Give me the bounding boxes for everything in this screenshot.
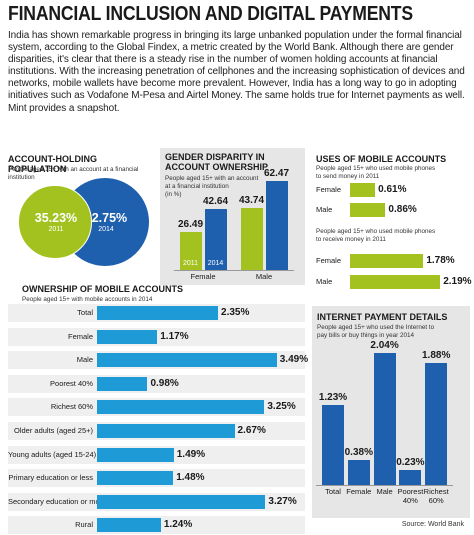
bar-value-label: 62.47 (263, 167, 290, 179)
bar (97, 376, 148, 391)
bubble-category: 2011 (48, 225, 64, 233)
category-label: Female (316, 256, 342, 265)
bar (265, 180, 288, 270)
category-label: Female (67, 331, 93, 341)
legend-label: 2014 (207, 259, 224, 267)
bar-value-label: 1.24% (163, 519, 193, 531)
bar-value-label: 0.98% (150, 377, 179, 389)
chart-subtitle: People aged 15+ who used the Internet to… (317, 324, 435, 339)
bar-value-label: 0.38% (344, 447, 373, 459)
bar-value-label: 1.78% (426, 255, 455, 266)
chart-panel: USES OF MOBILE ACCOUNTS People aged 15+ w… (312, 150, 470, 226)
x-tick-label: Male (255, 272, 273, 281)
legend-label: 2011 (182, 259, 199, 267)
baseline (316, 485, 454, 486)
category-label: Male (76, 355, 93, 365)
bar-value-label: 1.49% (176, 448, 206, 460)
category-label: Rural (75, 520, 93, 530)
x-tick-label: Richest 60% (423, 487, 449, 505)
bar (97, 353, 277, 368)
bar (350, 275, 441, 289)
category-label: Female (316, 185, 342, 194)
bar (97, 329, 158, 344)
chart-title: USES OF MOBILE ACCOUNTS (316, 154, 447, 164)
chart-subtitle: People aged 15+ with an account at a fin… (8, 166, 139, 181)
x-tick-label: Poorest 40% (397, 487, 424, 505)
category-label: Richest 60% (50, 402, 93, 412)
category-label: Secondary education or more (8, 496, 107, 506)
bar (347, 460, 370, 485)
bar-value-label: 3.25% (267, 401, 296, 413)
chart-subtitle: People aged 15+ with mobile accounts in … (22, 296, 153, 303)
source-note: Source: World Bank (401, 521, 464, 528)
bar (97, 424, 235, 438)
chart-title: OWNERSHIP OF MOBILE ACCOUNTS (22, 284, 184, 294)
bar-value-label: 0.86% (388, 204, 417, 215)
chart-subtitle: People aged 15+ who used mobile phones t… (316, 228, 436, 243)
bar (240, 207, 263, 270)
chart-panel: ACCOUNT-HOLDING POPULATION People aged 15… (8, 150, 153, 275)
category-label: Primary education or less (8, 473, 93, 483)
x-tick-label: Male (376, 487, 393, 496)
chart-subtitle: People aged 15+ with an account at a fin… (165, 175, 259, 190)
bar-value-label: 1.23% (318, 392, 348, 404)
category-label: Male (316, 205, 333, 214)
bar (97, 447, 174, 462)
bar (322, 405, 344, 485)
bubble-category: 2014 (98, 225, 114, 233)
bar-value-label: 2.19% (443, 276, 472, 287)
bar (350, 254, 424, 268)
chart-panel: GENDER DISPARITY IN ACCOUNT OWNERSHIP Peo… (160, 148, 305, 285)
chart-panel: People aged 15+ who used mobile phones t… (312, 226, 472, 306)
chart-title: GENDER DISPARITY IN ACCOUNT OWNERSHIP (165, 152, 268, 172)
bar (97, 518, 161, 533)
bar-value-label: 0.61% (378, 184, 407, 195)
bar (350, 183, 376, 197)
chart-title: INTERNET PAYMENT DETAILS (317, 312, 448, 322)
x-tick-label: Female (190, 272, 216, 281)
bar (97, 494, 266, 509)
bar-value-label: 1.88% (422, 350, 451, 362)
bar-value-label: 2.67% (237, 425, 266, 436)
bubble-value-label: 52.75% (84, 210, 128, 225)
bar-value-label: 42.64 (202, 196, 229, 208)
bar-value-label: 26.49 (177, 219, 204, 231)
chart-note: (in %) (165, 191, 182, 198)
row-band (8, 374, 305, 393)
bar (97, 400, 265, 415)
chart-subtitle: People aged 15+ who used mobile phones t… (316, 165, 436, 180)
chart-panel: INTERNET PAYMENT DETAILS People aged 15+ … (312, 306, 470, 518)
category-label: Poorest 40% (50, 378, 93, 388)
bar-value-label: 1.48% (176, 472, 205, 484)
bubble-value-label: 35.23% (34, 210, 78, 225)
bar (350, 203, 386, 217)
bar-value-label: 2.35% (221, 307, 250, 318)
bar-value-label: 3.27% (268, 495, 297, 507)
bubble: 35.23% 2011 (18, 185, 92, 259)
bar: 2014 (204, 209, 227, 270)
category-label: Male (316, 277, 333, 286)
bar (97, 471, 174, 486)
chart-panel: OWNERSHIP OF MOBILE ACCOUNTS People aged … (8, 282, 309, 535)
x-tick-label: Female (346, 487, 372, 496)
page-title: FINANCIAL INCLUSION AND DIGITAL PAYMENTS (8, 3, 413, 25)
intro-text: India has shown remarkable progress in b… (8, 30, 465, 114)
category-label: Total (77, 308, 93, 317)
baseline (173, 270, 294, 271)
bar (373, 352, 396, 485)
chart-title: ACCOUNT-HOLDING POPULATION (8, 154, 97, 174)
x-tick-label: Total (325, 487, 341, 496)
bar-value-label: 0.23% (396, 457, 425, 469)
category-label: Young adults (aged 15-24) (8, 449, 97, 459)
bar: 2011 (179, 232, 202, 270)
bar-value-label: 3.49% (279, 354, 309, 366)
bar-value-label: 1.17% (160, 330, 189, 342)
bar (399, 470, 422, 485)
bar-value-label: 2.04% (370, 339, 399, 351)
bar (425, 363, 448, 485)
category-label: Older adults (aged 25+) (13, 426, 93, 435)
bar-value-label: 43.74 (238, 194, 265, 206)
bar (97, 306, 219, 320)
